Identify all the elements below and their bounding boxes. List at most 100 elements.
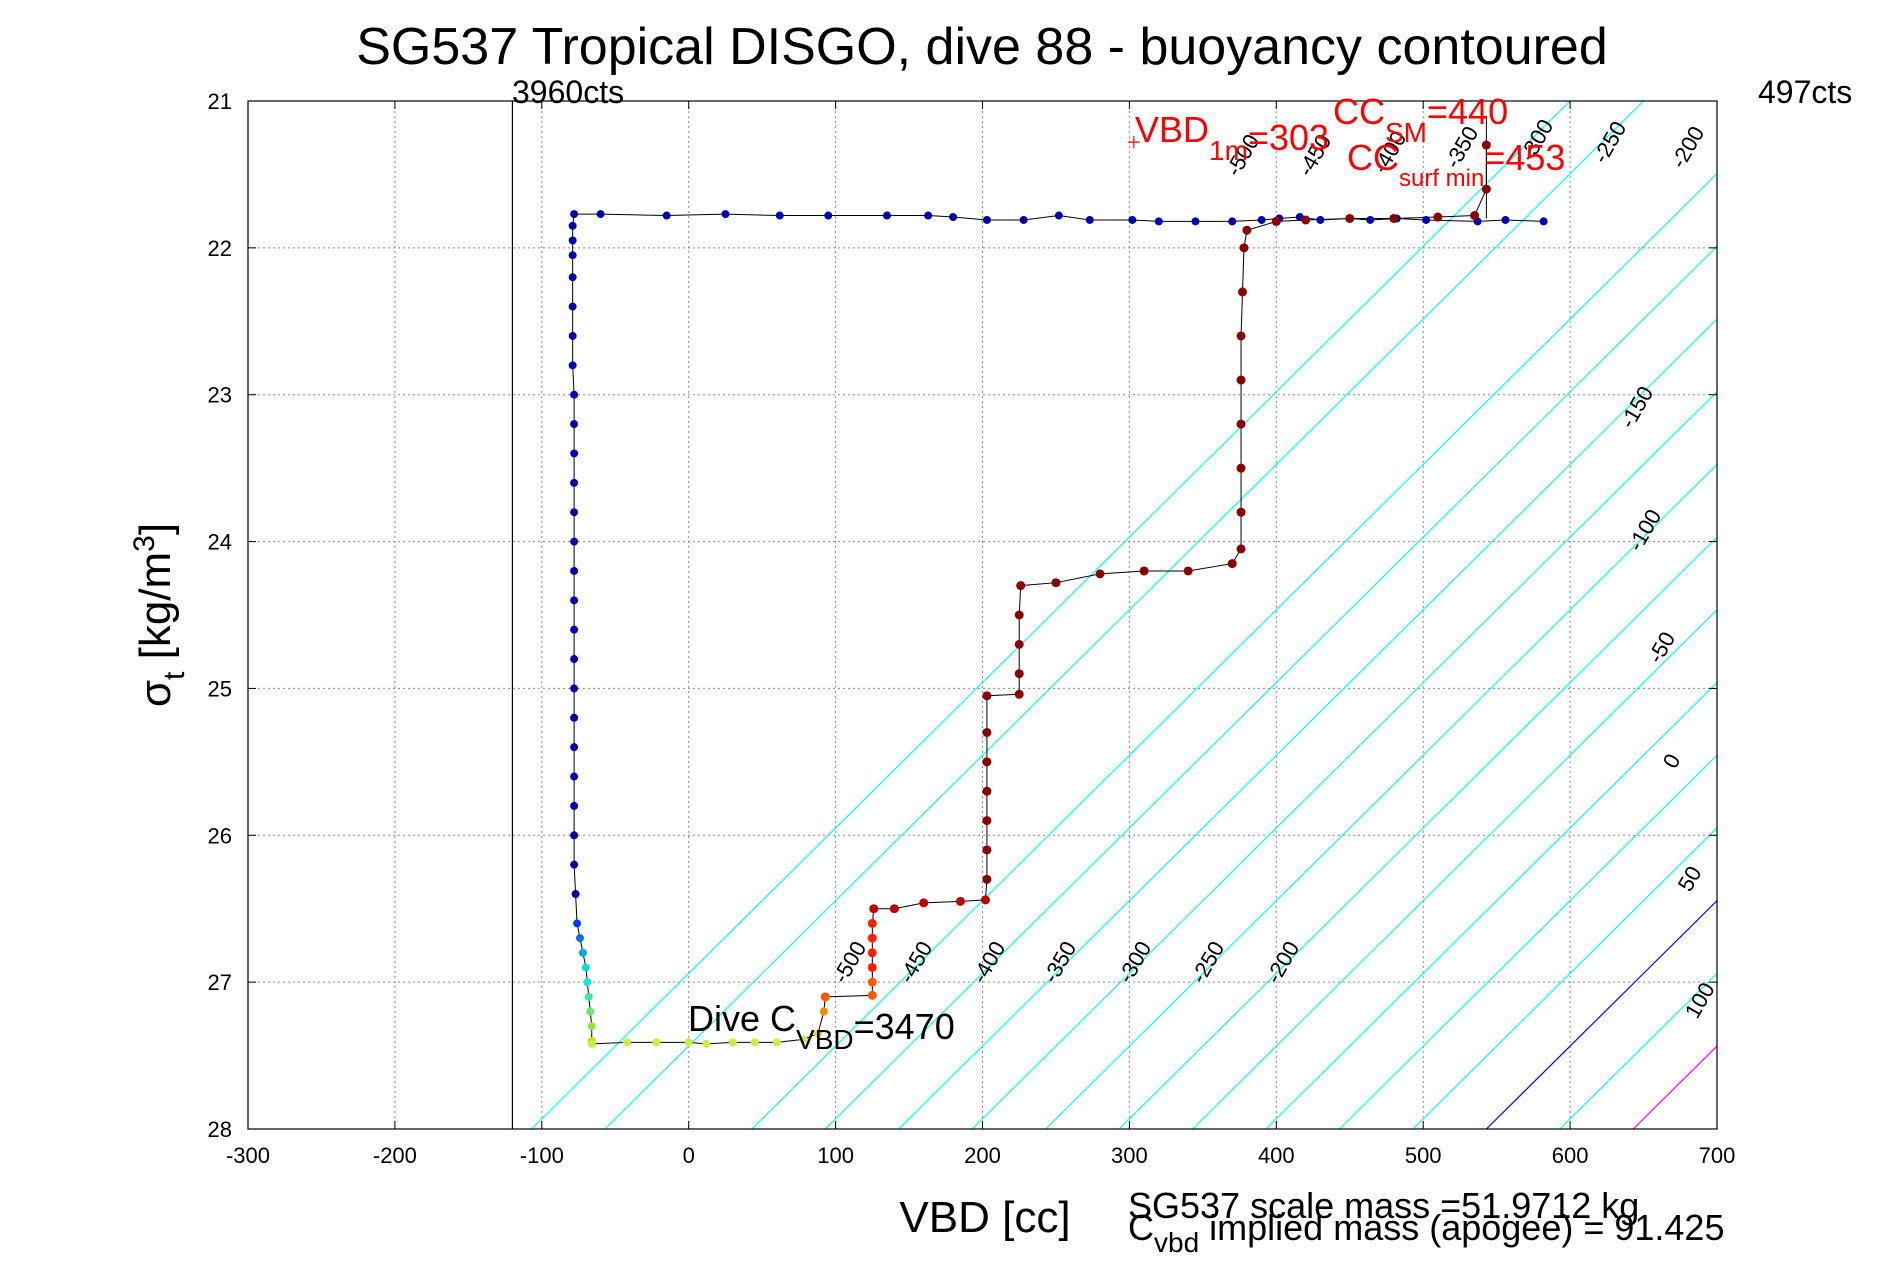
cc-sm-label: CCSM=440 — [1333, 91, 1508, 148]
climb-point-1 — [867, 990, 877, 1000]
vbd-1m-value: =303 — [1248, 117, 1329, 158]
y-label-units: [kg/m — [131, 552, 180, 672]
climb-point-6 — [867, 918, 877, 928]
y-tick-label-3: 24 — [208, 530, 232, 555]
contour-line-3 — [971, 390, 1717, 1129]
dive-point-3 — [1422, 215, 1431, 224]
y-tick-label-5: 26 — [208, 823, 232, 848]
implied-mass-text: Cvbd implied mass (apogee) = 91.425 — [1128, 1207, 1724, 1258]
dive-cvbd-sub: VBD — [796, 1024, 854, 1055]
x-tick-label-3: 0 — [683, 1143, 695, 1168]
dive-point-36 — [570, 420, 579, 429]
climb-point-28 — [1227, 559, 1237, 569]
climb-point-38 — [1271, 216, 1281, 226]
apogee-point-3 — [684, 1038, 693, 1047]
dive-point-45 — [570, 684, 579, 693]
x-tick-label-0: -300 — [226, 1143, 270, 1168]
dive-point-21 — [883, 211, 892, 220]
climb-point-5 — [867, 933, 877, 943]
dive-point-44 — [570, 655, 579, 664]
dive-point-25 — [662, 211, 671, 220]
climb-point-17 — [982, 727, 992, 737]
climb-point-19 — [1014, 689, 1024, 699]
vbd-1m-main: VBD — [1135, 109, 1209, 150]
climb-point-10 — [955, 896, 965, 906]
dive-point-23 — [775, 211, 784, 220]
climb-point-43 — [1470, 211, 1480, 221]
dive-point-41 — [570, 566, 579, 575]
contour-line-zero — [1485, 899, 1717, 1129]
x-tick-label-4: 100 — [817, 1143, 854, 1168]
dive-point-33 — [568, 331, 577, 340]
contour-line-4 — [1045, 463, 1717, 1129]
dive-point-57 — [583, 978, 592, 987]
dive-point-29 — [568, 236, 577, 245]
x-tick-label-6: 300 — [1111, 1143, 1148, 1168]
contour-line-1 — [824, 245, 1717, 1129]
dive-point-13 — [1154, 217, 1163, 226]
contour-line-extra650 — [531, 101, 1571, 1129]
dive-point-47 — [570, 743, 579, 752]
vbd-1m-sub: 1m — [1209, 135, 1248, 166]
x-tick-label-5: 200 — [964, 1143, 1001, 1168]
apogee-point-4 — [702, 1039, 711, 1048]
cc-surf-value: =453 — [1484, 137, 1565, 178]
y-label-sub: t — [158, 671, 191, 680]
climb-point-2 — [867, 977, 877, 987]
apogee-point-0 — [587, 1039, 596, 1048]
climb-point-45 — [1481, 140, 1491, 150]
dive-point-51 — [570, 860, 579, 869]
climb-point-41 — [1389, 213, 1399, 223]
y-tick-label-6: 27 — [208, 970, 232, 995]
dive-point-17 — [1019, 215, 1028, 224]
contour-line-2 — [898, 318, 1717, 1129]
dive-point-60 — [587, 1022, 596, 1031]
dive-point-40 — [570, 537, 579, 546]
dive-point-32 — [568, 302, 577, 311]
x-tick-label-2: -100 — [520, 1143, 564, 1168]
dive-point-11 — [1228, 217, 1237, 226]
climb-point-11 — [980, 895, 990, 905]
climb-point-12 — [982, 874, 992, 884]
implied-mass-rest: implied mass (apogee) = 91.425 — [1199, 1207, 1724, 1248]
climb-point-21 — [1014, 639, 1024, 649]
climb-point-3 — [867, 962, 877, 972]
dive-point-49 — [570, 801, 579, 810]
apogee-point-7 — [772, 1038, 781, 1047]
climb-point-16 — [982, 757, 992, 767]
dive-point-48 — [570, 772, 579, 781]
cc-sm-sub: SM — [1385, 117, 1427, 148]
scale-mass-text: SG537 scale mass =51.9712 kg — [1128, 1185, 1639, 1226]
y-tick-label-2: 23 — [208, 383, 232, 408]
climb-point-9 — [919, 898, 929, 908]
dive-point-10 — [1257, 215, 1266, 224]
dive-point-27 — [570, 210, 579, 219]
y-axis-ticks: 21 22 23 24 25 26 27 28 — [208, 89, 1717, 1142]
dive-point-14 — [1128, 215, 1137, 224]
dive-point-20 — [924, 211, 933, 220]
climb-point-36 — [1239, 243, 1249, 253]
dive-point-31 — [568, 273, 577, 282]
x-tick-label-9: 600 — [1552, 1143, 1589, 1168]
cc-sm-value: =440 — [1427, 91, 1508, 132]
y-tick-label-4: 25 — [208, 676, 232, 701]
vbd-1m-marker — [1127, 136, 1140, 149]
dive-point-58 — [584, 992, 593, 1001]
dive-point-24 — [721, 210, 730, 219]
climb-point-18 — [982, 691, 992, 701]
apogee-point-8 — [799, 1035, 808, 1044]
data-series — [568, 140, 1548, 1048]
cc-sm-main: CC — [1333, 91, 1385, 132]
climb-point-13 — [982, 845, 992, 855]
dive-point-38 — [570, 478, 579, 487]
implied-mass-c: C — [1128, 1207, 1154, 1248]
dive-point-5 — [1366, 215, 1375, 224]
implied-mass-sub: vbd — [1154, 1227, 1199, 1258]
dive-cvbd-label: Dive CVBD=3470 — [688, 998, 955, 1055]
dive-point-39 — [570, 508, 579, 517]
contour-line-extra600 — [604, 101, 1644, 1129]
dive-point-43 — [570, 625, 579, 634]
dive-point-35 — [570, 390, 579, 399]
apogee-point-2 — [652, 1038, 661, 1047]
